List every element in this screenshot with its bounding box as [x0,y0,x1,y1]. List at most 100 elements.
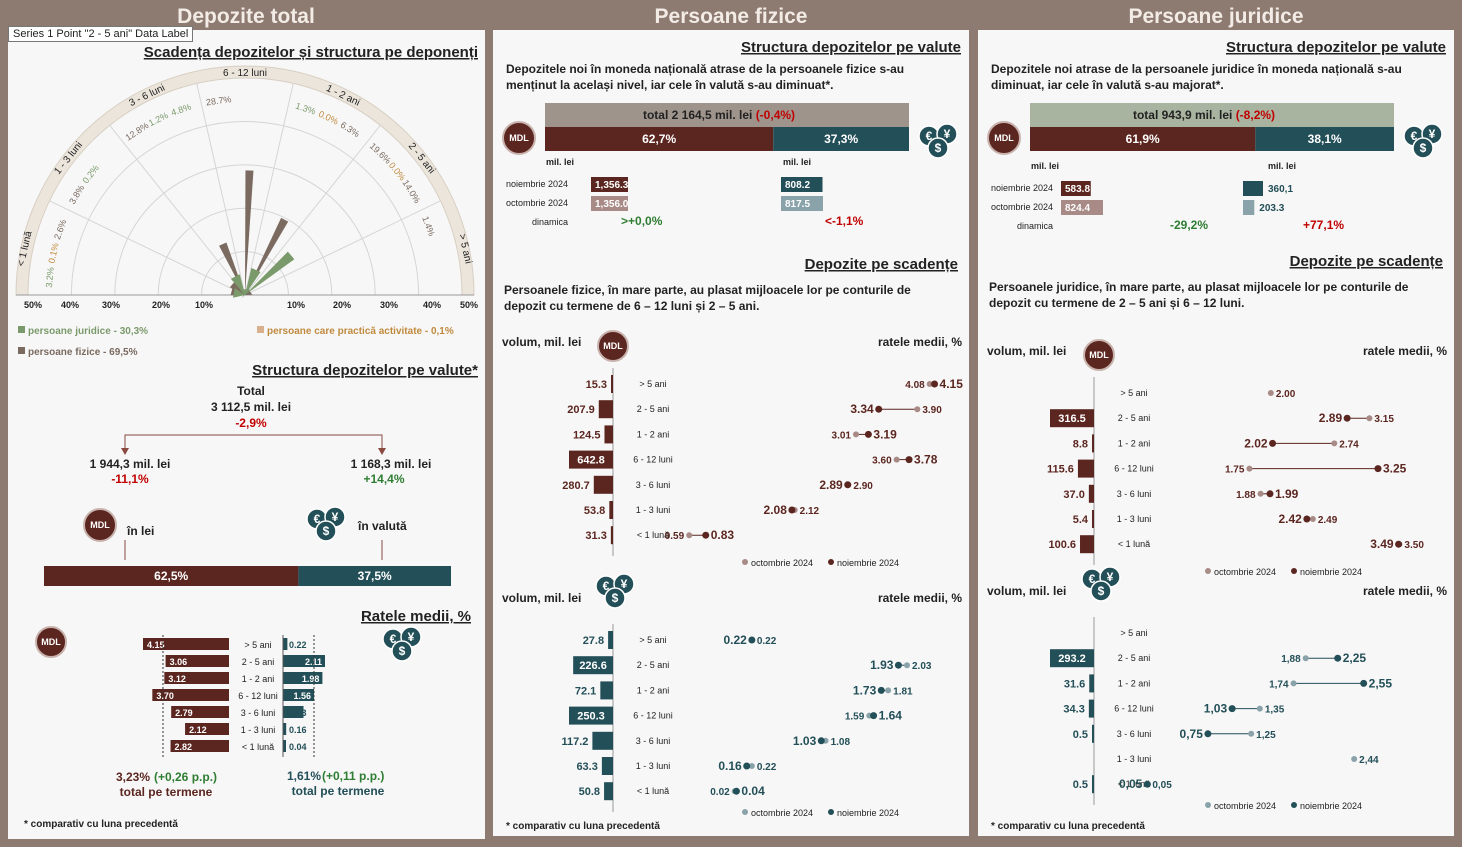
rates-bar-val [283,638,288,650]
rates-mdl-label: 2.79 [175,708,193,718]
month-label: noiembrie 2024 [506,179,568,189]
footnote: * comparativ cu luna precedentă [24,819,178,830]
scad-bar [608,631,613,649]
rate-dot-oct [1309,516,1316,522]
month-bar-val [1243,181,1263,196]
axis-tick-label: 50% [460,300,478,310]
scad-category: 6 - 12 luni [1114,704,1154,714]
total-bar [1030,103,1394,127]
rates-category-label: < 1 lună [242,742,274,752]
scad-vol-value: 117.2 [561,736,588,748]
scad-vol-value: 63.3 [576,761,597,773]
rates-mdl-label: 4.15 [147,640,165,650]
rate-oct-label: 1.08 [831,737,851,748]
scad-bar [1050,649,1094,668]
dyn-mdl: -29,2% [1170,218,1208,232]
rate-nov-label: 2.02 [1244,436,1268,450]
rate-label: ratele medii, % [878,335,962,349]
data-label-tooltip: Series 1 Point "2 - 5 ani" Data Label [8,26,194,42]
radial-percent-label: 1.3% [294,101,317,117]
rate-dot-nov [905,456,913,464]
header-persoane-fizice: Persoane fizice [654,5,808,28]
rate-dot-oct [1302,655,1309,662]
month-val-value: 817.5 [785,199,810,210]
scad-category: > 5 ani [639,635,666,645]
rate-nov-label: 3.34 [850,402,874,416]
axis-tick-label: 40% [61,300,79,310]
rate-nov-label: 4.15 [940,377,964,391]
radial-percent-label: 28.7% [205,94,232,107]
rate-nov-label: 0.83 [711,528,735,542]
rates-bar-val [283,672,323,684]
scad-category: 1 - 3 luni [636,761,671,771]
mdl-icon-label: MDL [994,133,1014,143]
legend-oct: octombrie 2024 [751,808,813,818]
currency-glyph: € [1089,572,1096,586]
scad-bar [1092,434,1094,453]
scadente-text: Persoanele juridice, în mare parte, au p… [989,280,1409,294]
mdl-icon [1083,339,1115,371]
radial-category-label: 3 - 6 luni [127,83,166,110]
month-mdl-value: 583.8 [1065,184,1090,195]
scad-bar [610,526,613,545]
rates-mdl-label: 3.06 [170,657,188,667]
month-bar-val [781,196,823,211]
legend-nov: noiembrie 2024 [837,808,899,818]
currency-icon [315,520,337,542]
axis-tick-label: 20% [152,300,170,310]
share-bar-mdl [1030,127,1256,151]
rates-category-label: 6 - 12 luni [238,691,278,701]
rate-dot-oct [904,662,910,669]
scad-category: < 1 lună [1118,779,1150,789]
dinamica-label: dinamica [532,217,568,227]
scad-vol-value: 124.5 [573,429,601,441]
rates-mdl-label: 2.82 [175,742,193,752]
scad-bar [1050,409,1094,428]
rate-oct-label: 1,88 [1281,654,1301,665]
radial-gridline [70,120,420,296]
scad-vol-value: 293.2 [1058,653,1086,665]
rates-val-label: 0.16 [289,725,307,735]
rates-val-label: 1.98 [302,674,320,684]
struct-bar-lei-label: 62,5% [154,569,188,583]
rate-oct-label: 1.59 [845,712,865,723]
scad-bar [601,757,613,775]
rate-dot-nov [1303,515,1311,523]
rate-dot-nov [1374,465,1382,473]
rates-bar-mdl [152,689,229,701]
scad-vol-value: 0.5 [1073,729,1088,741]
mdl-icon-label: MDL [603,341,623,351]
scad-vol-value: 37.0 [1063,489,1084,501]
scad-bar [1089,674,1094,693]
legend-oct: octombrie 2024 [1214,567,1276,577]
currency-icon [391,640,413,662]
currency-glyph: ¥ [408,630,415,644]
scad-bar [1077,459,1094,478]
struct-right-label: în valută [357,519,407,533]
rate-dot-oct [1256,705,1263,712]
rate-oct-label: 3.01 [832,430,852,441]
radial-percent-label: 3.8% [67,183,86,206]
valute-text: Depozitele noi în moneda națională atras… [506,62,904,76]
legend-dot-oct [1205,568,1211,574]
scad-category: 2 - 5 ani [1118,413,1151,423]
rate-dot-oct [852,431,859,438]
currency-glyph: ¥ [1429,127,1436,141]
rate-dot-nov [732,787,740,795]
panel-fizice-chart: Structura depozitelor pe valute Depozitel… [502,39,964,832]
legend-nov: noiembrie 2024 [1300,801,1362,811]
rates-total-val: 1,61% [287,769,321,783]
scad-vol-value: 15.3 [586,379,607,391]
rate-dot-nov [1395,540,1403,548]
scad-vol-value: 642.8 [577,455,605,467]
struct-bar-valuta-label: 37,5% [358,569,392,583]
rate-dot-oct [686,532,693,539]
month-mdl-value: 1,356.3 [595,180,629,191]
mdl-icon [35,626,67,658]
rate-dot-nov [844,481,852,489]
scad-category: 1 - 2 ani [637,685,670,695]
rate-oct-label: 2.03 [912,661,932,672]
scad-bar [604,425,613,444]
rates-bar-mdl [170,740,229,752]
axis-tick-label: 30% [380,300,398,310]
